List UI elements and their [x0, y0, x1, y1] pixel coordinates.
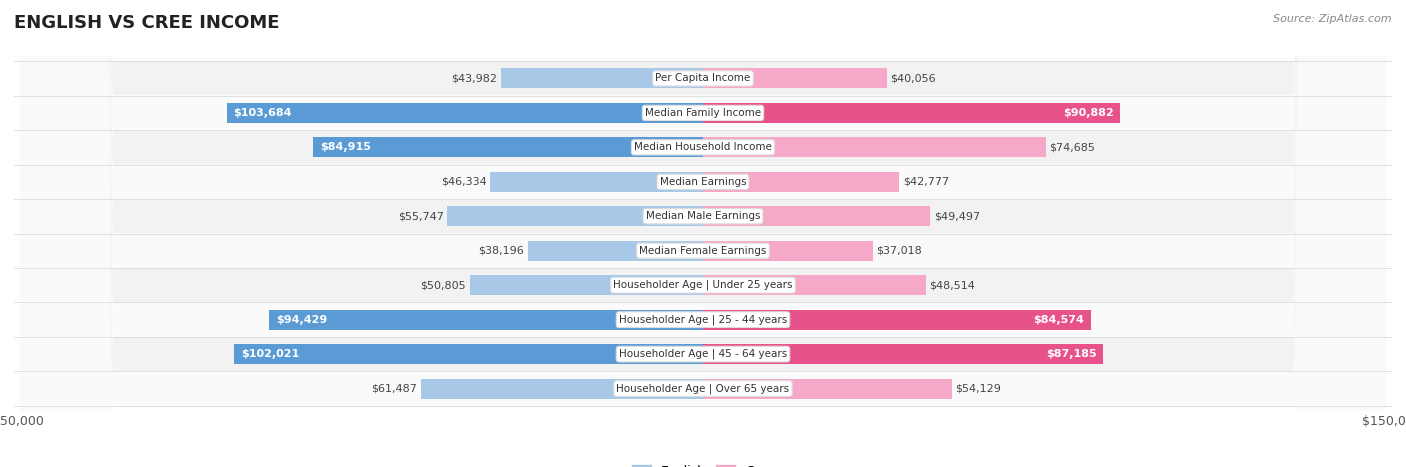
Text: $84,574: $84,574	[1033, 315, 1084, 325]
Text: ENGLISH VS CREE INCOME: ENGLISH VS CREE INCOME	[14, 14, 280, 32]
Bar	[447, 206, 703, 226]
Text: $38,196: $38,196	[478, 246, 524, 256]
Text: Householder Age | 45 - 64 years: Householder Age | 45 - 64 years	[619, 349, 787, 359]
Text: Median Female Earnings: Median Female Earnings	[640, 246, 766, 256]
Text: $74,685: $74,685	[1049, 142, 1095, 152]
Bar	[703, 69, 887, 88]
Text: $84,915: $84,915	[321, 142, 371, 152]
Text: Median Earnings: Median Earnings	[659, 177, 747, 187]
Text: Source: ZipAtlas.com: Source: ZipAtlas.com	[1274, 14, 1392, 24]
Bar	[703, 275, 925, 295]
FancyBboxPatch shape	[21, 0, 1385, 467]
Bar	[703, 206, 931, 226]
Text: Median Family Income: Median Family Income	[645, 108, 761, 118]
FancyBboxPatch shape	[21, 0, 1385, 467]
Bar	[703, 103, 1121, 123]
Bar	[501, 69, 703, 88]
Text: $37,018: $37,018	[876, 246, 922, 256]
Text: $43,982: $43,982	[451, 73, 498, 84]
Bar	[703, 310, 1091, 330]
Bar	[270, 310, 703, 330]
FancyBboxPatch shape	[21, 0, 1385, 467]
Legend: English, Cree: English, Cree	[627, 460, 779, 467]
Bar	[491, 172, 703, 192]
Bar	[703, 344, 1104, 364]
Bar	[470, 275, 703, 295]
FancyBboxPatch shape	[21, 0, 1385, 467]
Bar	[703, 379, 952, 398]
Text: $54,129: $54,129	[955, 383, 1001, 394]
Text: $87,185: $87,185	[1046, 349, 1097, 359]
Bar	[235, 344, 703, 364]
FancyBboxPatch shape	[21, 0, 1385, 467]
Text: $50,805: $50,805	[420, 280, 467, 290]
Text: $61,487: $61,487	[371, 383, 418, 394]
Text: Per Capita Income: Per Capita Income	[655, 73, 751, 84]
Bar	[226, 103, 703, 123]
Text: Median Male Earnings: Median Male Earnings	[645, 211, 761, 221]
Bar	[420, 379, 703, 398]
Text: Householder Age | 25 - 44 years: Householder Age | 25 - 44 years	[619, 314, 787, 325]
FancyBboxPatch shape	[21, 0, 1385, 467]
FancyBboxPatch shape	[21, 0, 1385, 467]
Text: Median Household Income: Median Household Income	[634, 142, 772, 152]
Bar	[527, 241, 703, 261]
Text: $55,747: $55,747	[398, 211, 443, 221]
Text: Householder Age | Under 25 years: Householder Age | Under 25 years	[613, 280, 793, 290]
Text: $94,429: $94,429	[276, 315, 328, 325]
Bar	[703, 241, 873, 261]
Text: $102,021: $102,021	[242, 349, 299, 359]
Bar	[314, 137, 703, 157]
Text: $49,497: $49,497	[934, 211, 980, 221]
Text: $48,514: $48,514	[929, 280, 976, 290]
Text: $103,684: $103,684	[233, 108, 292, 118]
Text: Householder Age | Over 65 years: Householder Age | Over 65 years	[616, 383, 790, 394]
Bar	[703, 172, 900, 192]
FancyBboxPatch shape	[21, 0, 1385, 467]
Text: $40,056: $40,056	[890, 73, 936, 84]
Text: $42,777: $42,777	[903, 177, 949, 187]
Text: $46,334: $46,334	[441, 177, 486, 187]
FancyBboxPatch shape	[21, 0, 1385, 467]
FancyBboxPatch shape	[21, 0, 1385, 467]
Text: $90,882: $90,882	[1063, 108, 1114, 118]
Bar	[703, 137, 1046, 157]
